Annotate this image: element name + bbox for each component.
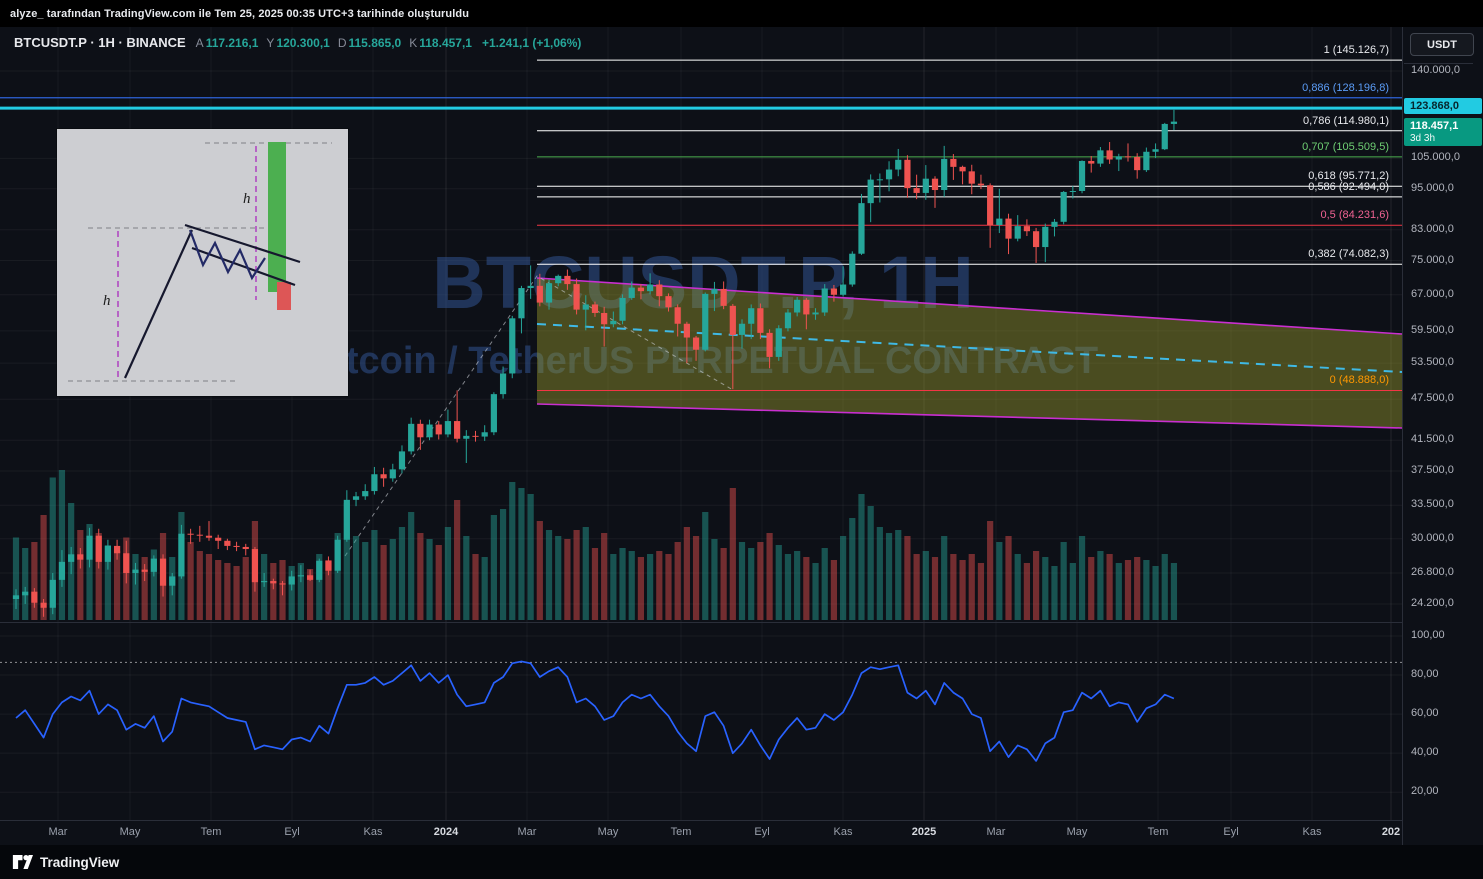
time-axis-month-label: Mar <box>986 826 1006 838</box>
price-axis-label: 26.800,0 <box>1411 565 1454 578</box>
inset-flag-zigzag <box>188 229 266 281</box>
volume-series <box>12 470 1178 620</box>
ohlc-value: 120.300,1 <box>276 35 330 50</box>
price-axis-label: 100,00 <box>1411 629 1445 641</box>
candlestick-series <box>12 109 1178 617</box>
footer-bar: TradingView <box>0 845 1483 879</box>
fib-anchor-dashed-line <box>344 275 734 557</box>
attribution-bar: alyze_ tarafından TradingView.com ile Te… <box>0 0 1483 27</box>
fib-level-label[interactable]: 0,5 (84.231,6) <box>1320 209 1390 222</box>
fib-level-label[interactable]: 0,886 (128.196,8) <box>1302 81 1389 94</box>
fib-level-label[interactable]: 0,786 (114.980,1) <box>1302 114 1389 127</box>
fib-level-label[interactable]: 0,707 (105.509,5) <box>1302 140 1389 153</box>
last-price-tag: 118.457,1 3d 3h <box>1404 117 1482 146</box>
price-axis-label: 80,00 <box>1411 668 1439 681</box>
last-price-value: 118.457,1 <box>1410 119 1459 132</box>
inset-h1-label: h <box>103 293 111 309</box>
ohlc-value: 117.216,1 <box>205 35 259 50</box>
chart-legend: BTCUSDT.P · 1H · BINANCE A 117.216,1 Y 120.… <box>14 35 581 50</box>
time-axis[interactable]: Mar May Tem Eyl Kas 2024 Mar May Tem Eyl Kas 2025 Ma… <box>0 820 1402 846</box>
price-axis-label: 24.200,0 <box>1411 596 1454 609</box>
alert-price-tag: 123.868,0 <box>1404 98 1482 115</box>
bull-flag-pattern-inset[interactable]: h h <box>57 129 348 396</box>
time-axis-month-label: May <box>597 826 619 838</box>
tradingview-logo-icon <box>12 855 33 869</box>
time-axis-month-label: Tem <box>1147 826 1169 838</box>
inset-breakout-candle <box>268 142 286 292</box>
inset-pole-line <box>123 229 194 379</box>
ohlc-label: A <box>195 35 204 50</box>
inset-pullback-candle <box>277 282 291 310</box>
price-axis-label: 95.000,0 <box>1411 181 1454 194</box>
ohlc-label: Y <box>266 35 275 50</box>
time-axis-month-label: Mar <box>517 826 537 838</box>
currency-button[interactable]: USDT <box>1404 33 1474 64</box>
fib-level-label[interactable]: 0,586 (92.494,0) <box>1308 180 1389 193</box>
price-axis-label: 41.500,0 <box>1411 433 1454 446</box>
time-axis-month-label: Tem <box>670 826 692 838</box>
alert-price-value: 123.868,0 <box>1410 100 1459 113</box>
price-axis-label: 20,00 <box>1411 785 1439 798</box>
price-axis-label: 47.500,0 <box>1411 392 1454 405</box>
price-axis-label: 75.000,0 <box>1411 253 1454 266</box>
fib-level-label[interactable]: 0 (48.888,0) <box>1329 374 1389 387</box>
inset-flag-upper-line <box>184 223 301 264</box>
price-axis-label: 59.500,0 <box>1411 323 1454 336</box>
fib-level-lines[interactable] <box>0 59 1402 391</box>
price-axis-label: 67.000,0 <box>1411 287 1454 300</box>
time-axis-year-label: 2024 <box>433 826 459 838</box>
gridlines <box>0 27 1402 820</box>
time-axis-month-label: May <box>1066 826 1088 838</box>
ohlc-value: 115.865,0 <box>348 35 402 50</box>
price-axis-label: 83.000,0 <box>1411 222 1454 235</box>
bar-countdown: 3d 3h <box>1410 132 1436 144</box>
price-axis[interactable]: USDT 140.000,0 105.000,0 95.000,0 83.000,0 7… <box>1402 27 1483 845</box>
ohlc-label: D <box>337 35 347 50</box>
price-axis-label: 140.000,0 <box>1411 64 1460 76</box>
ohlc-readout: A 117.216,1 Y 120.300,1 D 115.865,0 K 118.457,1… <box>196 36 582 50</box>
price-axis-label: 40,00 <box>1411 746 1439 759</box>
price-axis-label: 33.500,0 <box>1411 498 1454 511</box>
price-change: +1.241,1 (+1,06%) <box>481 35 582 50</box>
fib-level-label[interactable]: 1 (145.126,7) <box>1323 44 1389 57</box>
inset-h2-label: h <box>243 191 251 207</box>
price-axis-label: 60,00 <box>1411 707 1439 720</box>
price-axis-label: 37.500,0 <box>1411 463 1454 476</box>
fib-level-label[interactable]: 0,618 (95.771,2) <box>1308 170 1389 183</box>
ohlc-label: K <box>409 35 418 50</box>
price-axis-label: 53.500,0 <box>1411 356 1454 369</box>
time-axis-year-label: 2025 <box>911 826 937 838</box>
time-axis-month-label: Eyl <box>754 826 770 838</box>
tradingview-logo-text: TradingView <box>40 854 120 870</box>
time-axis-month-label: Eyl <box>1223 826 1239 838</box>
time-axis-year-label: 202 <box>1381 826 1401 838</box>
time-axis-month-label: May <box>119 826 141 838</box>
attribution-text: alyze_ tarafından TradingView.com ile Te… <box>10 7 470 20</box>
time-axis-month-label: Mar <box>48 826 68 838</box>
symbol-title[interactable]: BTCUSDT.P · 1H · BINANCE <box>14 35 186 50</box>
price-axis-label: 105.000,0 <box>1411 151 1460 164</box>
time-axis-month-label: Kas <box>363 826 383 838</box>
time-axis-month-label: Kas <box>833 826 853 838</box>
tradingview-logo[interactable]: TradingView <box>12 852 119 872</box>
fib-level-label[interactable]: 0,382 (74.082,3) <box>1308 248 1389 261</box>
time-axis-month-label: Kas <box>1302 826 1322 838</box>
time-axis-month-label: Tem <box>200 826 222 838</box>
ohlc-value: 118.457,1 <box>419 35 472 50</box>
time-axis-month-label: Eyl <box>284 826 300 838</box>
rsi-line <box>15 660 1175 762</box>
price-axis-label: 30.000,0 <box>1411 531 1454 544</box>
